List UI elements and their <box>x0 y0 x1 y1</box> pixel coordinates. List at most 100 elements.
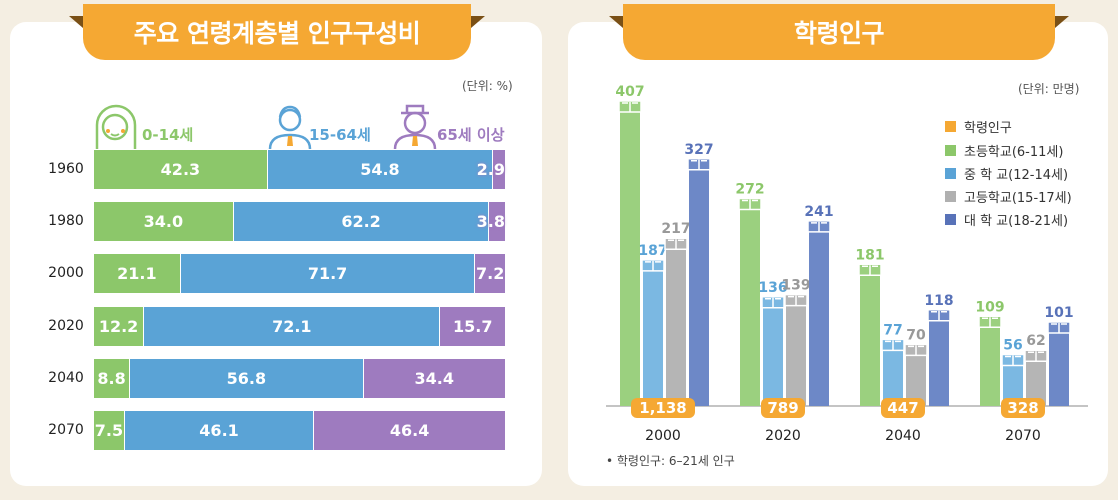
bar <box>786 305 806 406</box>
stacked-bar-2020: 12.2 72.1 15.7 <box>94 306 505 346</box>
legend-15-64: 15-64세 <box>309 126 371 144</box>
legend-label: 학령인구 <box>964 121 1012 136</box>
year-label: 2070 <box>48 422 84 438</box>
book-icon <box>881 338 905 352</box>
value-label: 139 <box>781 278 810 294</box>
book-icon <box>687 158 711 171</box>
total-value: 328 <box>1007 399 1038 417</box>
value-label: 56 <box>1003 338 1022 354</box>
bar-segment: 46.4 <box>314 411 505 450</box>
legend-total: 학령인구 <box>945 117 1012 136</box>
stacked-bar-1980: 34.0 62.2 3.8 <box>94 202 505 242</box>
bar <box>1026 361 1046 406</box>
bar <box>1003 365 1023 406</box>
stacked-bar-2040: 8.8 56.8 34.4 <box>94 358 505 398</box>
bar-segment: 12.2 <box>94 306 145 346</box>
legend-label: 고등학교(15-17세) <box>964 191 1072 206</box>
legend-label: 초등학교(6-11세) <box>964 145 1064 160</box>
bar-segment: 62.2 <box>233 202 490 242</box>
bar <box>763 307 783 406</box>
book-icon <box>641 259 665 272</box>
bar <box>906 355 926 406</box>
year-label: 2020 <box>765 428 801 444</box>
bar <box>620 112 640 406</box>
book-icon <box>978 315 1002 329</box>
left-unit-label: (단위: %) <box>462 79 513 93</box>
school-age-title: 학령인구 <box>609 4 1069 60</box>
legend-65-plus: 65세 이상 <box>437 126 505 144</box>
legend-label: 중 학 교(12-14세) <box>964 168 1069 183</box>
bar-segment: 71.7 <box>180 254 476 294</box>
year-label: 1960 <box>48 161 84 177</box>
total-badge <box>761 398 805 418</box>
legend-univ: 대 학 교(18-21세) <box>945 210 1068 229</box>
legend-swatch <box>945 121 956 132</box>
book-icon <box>904 343 928 357</box>
book-icon <box>738 197 762 211</box>
year-label: 2000 <box>48 265 84 282</box>
value-label: 272 <box>735 182 764 198</box>
bar-segment: 34.4 <box>363 358 505 398</box>
total-value: 789 <box>767 399 798 417</box>
bar <box>1049 333 1069 406</box>
bar <box>689 169 709 406</box>
bar <box>929 320 949 406</box>
value-label: 187 <box>638 243 667 259</box>
total-badge <box>1001 398 1045 418</box>
age-structure-title: 주요 연령계층별 인구구성비 <box>69 4 485 60</box>
elderly-man-icon <box>393 104 437 149</box>
legend-swatch <box>945 191 956 202</box>
bar-segment: 7.5 <box>94 411 125 450</box>
book-icon <box>1047 321 1071 334</box>
legend-swatch <box>945 168 956 179</box>
bar <box>980 327 1000 406</box>
legend-middle: 중 학 교(12-14세) <box>945 164 1068 183</box>
book-icon <box>858 263 882 277</box>
bar <box>860 275 880 406</box>
year-label: 2070 <box>1005 428 1041 444</box>
stacked-bar-2000: 21.1 71.7 7.2 <box>94 254 505 294</box>
stacked-bar-2070: 7.5 46.1 46.4 <box>94 411 505 450</box>
bar <box>809 231 829 406</box>
bar <box>666 249 686 406</box>
bar-segment: 54.8 <box>267 150 494 189</box>
bar-segment: 34.0 <box>94 202 234 242</box>
bar <box>740 209 760 406</box>
bar <box>643 270 663 406</box>
age-structure-panel <box>10 22 542 486</box>
book-icon <box>807 220 831 233</box>
adult-man-icon <box>268 105 312 149</box>
legend-swatch <box>945 145 956 156</box>
value-label: 136 <box>758 280 787 296</box>
year-label: 1980 <box>48 213 84 230</box>
total-badge <box>881 398 925 418</box>
book-icon <box>927 309 951 322</box>
bar-segment: 56.8 <box>130 358 364 398</box>
value-label: 70 <box>906 327 926 343</box>
bar <box>883 350 903 406</box>
stacked-bar-1960: 42.354.82.9 <box>94 150 505 189</box>
book-icon <box>664 237 688 250</box>
value-label: 101 <box>1044 305 1073 321</box>
value-label: 181 <box>855 247 884 263</box>
bar-segment: 8.8 <box>94 358 131 398</box>
legend-0-14: 0-14세 <box>142 126 194 144</box>
baby-icon <box>95 104 137 149</box>
year-label: 2020 <box>48 317 84 334</box>
value-label: 118 <box>924 293 953 309</box>
year-label: 2000 <box>645 428 681 444</box>
value-label: 407 <box>615 84 644 100</box>
bar-segment: 7.2 <box>475 254 505 294</box>
total-badge <box>631 398 695 418</box>
value-label: 327 <box>684 142 713 158</box>
book-icon <box>784 293 808 307</box>
bar-segment: 46.1 <box>124 411 315 450</box>
value-label: 241 <box>804 204 833 220</box>
legend-swatch <box>945 214 956 225</box>
book-icon <box>761 296 785 309</box>
legend-label: 대 학 교(18-21세) <box>964 214 1069 229</box>
value-label: 109 <box>975 299 1004 315</box>
legend-high: 고등학교(15-17세) <box>945 187 1072 206</box>
bar-segment: 21.1 <box>94 254 181 294</box>
